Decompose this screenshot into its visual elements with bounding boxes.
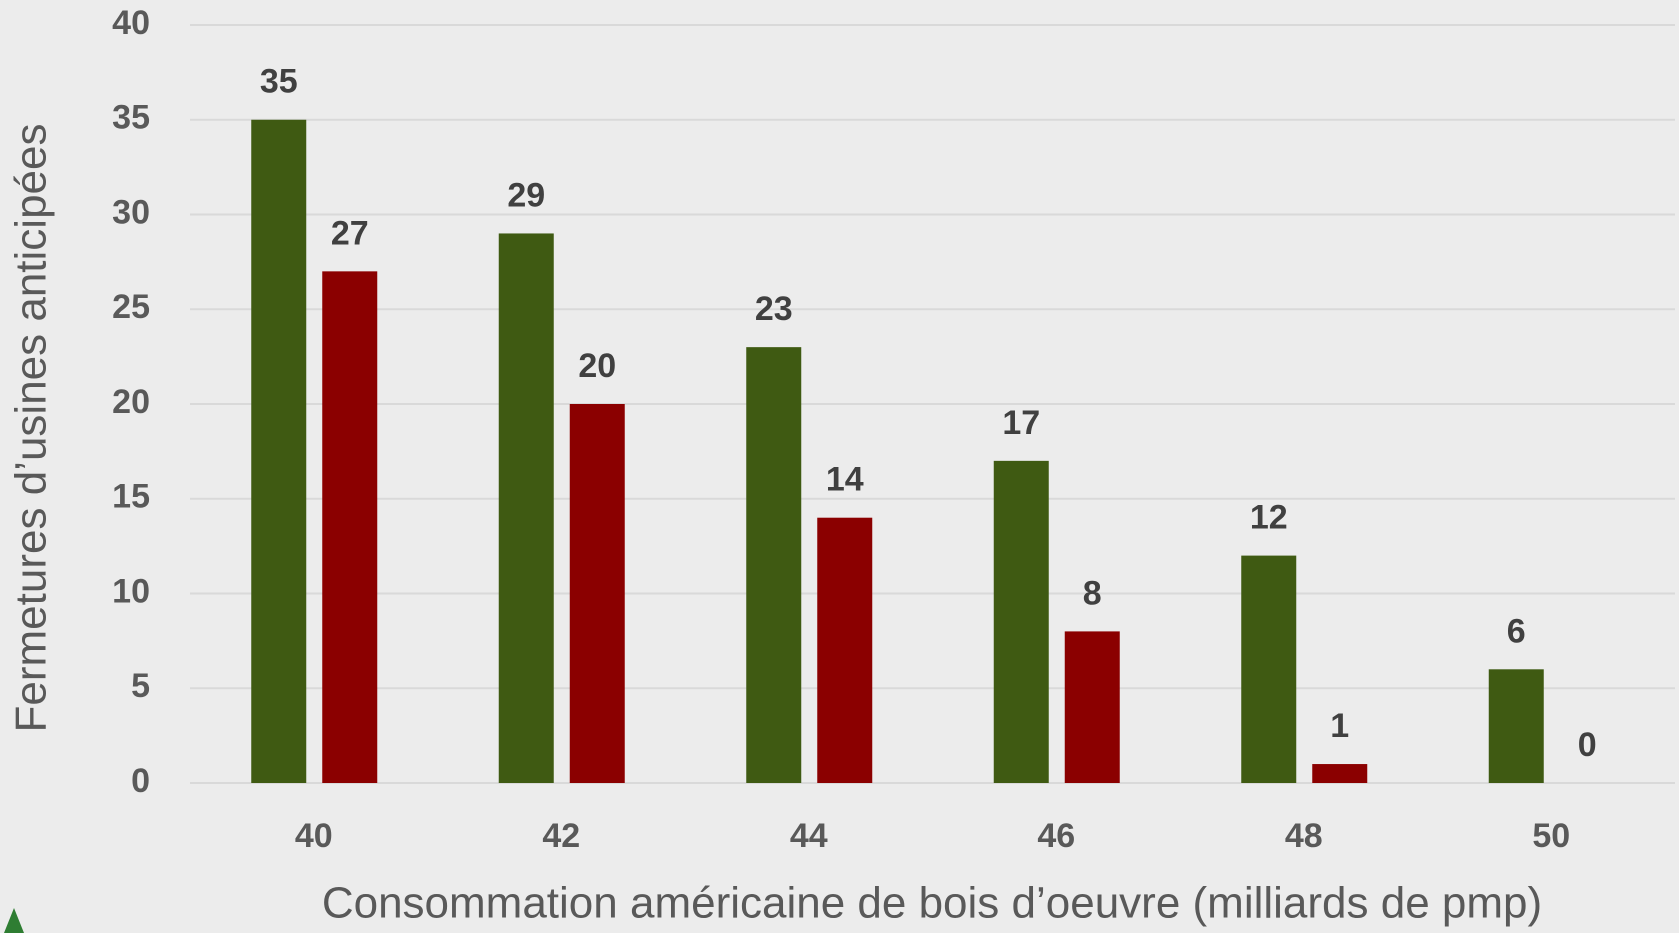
bar — [1312, 764, 1368, 783]
data-label: 17 — [1002, 404, 1040, 442]
data-label: 0 — [1578, 726, 1597, 764]
x-tick-label: 50 — [1532, 817, 1570, 855]
y-tick-label: 40 — [112, 4, 150, 42]
data-label: 20 — [578, 347, 616, 385]
data-label: 35 — [260, 63, 298, 101]
data-label: 23 — [755, 290, 793, 328]
data-label: 29 — [507, 176, 545, 214]
bar — [569, 404, 625, 783]
bar — [322, 271, 378, 783]
y-tick-label: 25 — [112, 288, 150, 326]
y-axis-title: Fermetures d’usines anticipées — [7, 124, 56, 733]
x-tick-label: 48 — [1285, 817, 1323, 855]
bar — [746, 347, 802, 783]
y-tick-label: 10 — [112, 572, 150, 610]
y-tick-label: 5 — [131, 667, 150, 705]
bar — [817, 517, 873, 783]
data-label: 14 — [826, 461, 864, 499]
y-tick-label: 15 — [112, 478, 150, 516]
bar — [251, 119, 307, 783]
bar — [1064, 631, 1120, 783]
y-tick-label: 35 — [112, 99, 150, 137]
bar — [1488, 669, 1544, 783]
x-tick-label: 44 — [790, 817, 828, 855]
bar — [993, 460, 1049, 783]
logo-triangle — [4, 908, 24, 933]
y-tick-label: 0 — [131, 762, 150, 800]
x-tick-label: 42 — [542, 817, 580, 855]
x-tick-label: 46 — [1037, 817, 1075, 855]
data-label: 8 — [1083, 574, 1102, 612]
x-axis-title: Consommation américaine de bois d’oeuvre… — [322, 879, 1542, 928]
y-tick-label: 30 — [112, 193, 150, 231]
y-tick-label: 20 — [112, 383, 150, 421]
bar — [498, 233, 554, 783]
data-label: 12 — [1250, 499, 1288, 537]
x-tick-label: 40 — [295, 817, 333, 855]
data-label: 27 — [331, 214, 369, 252]
bar — [1241, 555, 1297, 783]
data-label: 1 — [1330, 707, 1349, 745]
data-label: 6 — [1507, 612, 1526, 650]
